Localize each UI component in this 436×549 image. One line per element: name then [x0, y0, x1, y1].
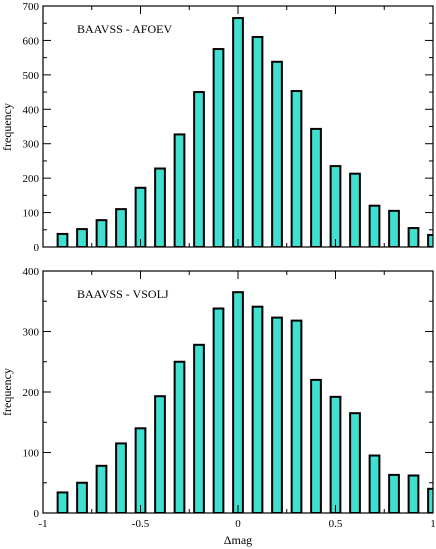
bar	[95, 219, 108, 247]
bar	[76, 481, 88, 513]
bar	[173, 360, 186, 513]
bar	[154, 167, 166, 247]
panel-afoev: 0 100 200 300 400 500 600 700 frequency BAAVSS - …	[0, 1, 434, 254]
bar	[251, 35, 264, 247]
y-tick-label: 100	[23, 208, 40, 220]
panel-vsolj: -1 -0.5 0 0.5 1 0 100 200 300 400 frequency Δmag BAA…	[0, 266, 436, 547]
x-axis-title: Δmag	[224, 533, 252, 547]
x-tick-label: 0	[235, 518, 241, 530]
panel-title-vsolj: BAAVSS - VSOLJ	[77, 287, 169, 301]
bar	[407, 474, 420, 513]
y-tick-label: 200	[23, 173, 40, 185]
y-tick-label: 600	[23, 35, 40, 47]
bar	[212, 307, 225, 513]
bar	[368, 204, 381, 247]
y-axis-title: frequency	[0, 103, 14, 151]
y-tick-label: 0	[34, 508, 40, 520]
y-tick-label: 300	[23, 139, 40, 151]
bar	[271, 316, 283, 513]
y-tick-label: 200	[23, 387, 40, 399]
bar	[154, 395, 166, 513]
bar	[232, 291, 244, 513]
bar	[388, 473, 400, 513]
bar	[232, 17, 244, 247]
bar	[173, 133, 186, 247]
bar	[407, 227, 420, 247]
bar	[56, 232, 69, 247]
bar	[349, 412, 361, 513]
bar	[427, 233, 433, 247]
y-tick-label: 100	[23, 448, 40, 460]
bar	[310, 127, 322, 247]
bar	[427, 487, 433, 513]
y-tick-label: 400	[23, 266, 40, 278]
x-tick-label: -1	[38, 518, 47, 530]
bars-group	[56, 17, 433, 247]
bar	[212, 48, 225, 247]
bar	[134, 186, 147, 247]
y-tick-label: 300	[23, 327, 40, 339]
y-tick-label: 0	[34, 242, 40, 254]
bar	[329, 395, 342, 513]
bar	[76, 228, 88, 247]
bar	[290, 90, 303, 247]
bar	[134, 427, 147, 513]
bar	[329, 165, 342, 247]
x-tick-label: 1	[430, 518, 436, 530]
x-tick-label: 0.5	[329, 518, 343, 530]
bar	[193, 343, 205, 513]
y-axis-title: frequency	[0, 368, 14, 416]
bar	[368, 454, 381, 513]
bar	[115, 208, 127, 247]
y-tick-label: 400	[23, 104, 40, 116]
y-tick-label: 700	[23, 1, 40, 13]
bar	[95, 464, 108, 513]
x-tick-label: -0.5	[132, 518, 150, 530]
bar	[290, 319, 303, 513]
bar	[193, 91, 205, 247]
panel-title-afoev: BAAVSS - AFOEV	[77, 22, 172, 36]
bar	[349, 172, 361, 247]
bar	[388, 209, 400, 247]
bar	[115, 442, 127, 513]
bars-group	[56, 291, 433, 513]
bar	[271, 60, 283, 247]
bar	[310, 378, 322, 513]
y-tick-label: 500	[23, 70, 40, 82]
bar	[251, 305, 264, 513]
bar	[56, 491, 69, 513]
